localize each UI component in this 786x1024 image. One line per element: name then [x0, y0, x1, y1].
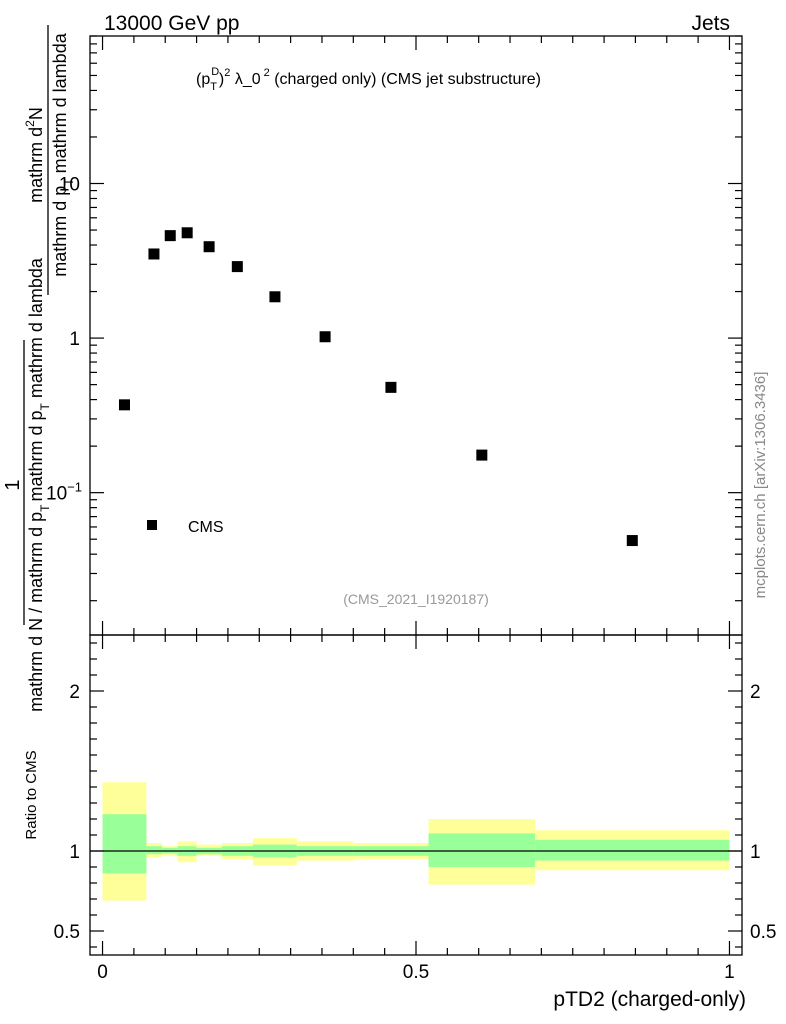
- y-label-inner-denominator: mathrm d pT mathrm d lambda: [50, 32, 76, 276]
- legend-marker: [147, 520, 157, 530]
- data-point: [181, 227, 193, 239]
- y-label-one: 1: [2, 479, 24, 490]
- legend-label: CMS: [188, 519, 224, 536]
- ratio-band-inner: [428, 833, 536, 867]
- x-axis-label: pTD2 (charged-only): [553, 988, 746, 1011]
- header-process-label: Jets: [691, 12, 730, 35]
- data-point: [164, 230, 176, 242]
- main-y-tick-label: 1: [69, 329, 80, 350]
- main-data-points: [118, 227, 638, 547]
- analysis-id: (CMS_2021_I1920187): [343, 591, 489, 607]
- data-point: [385, 381, 397, 393]
- data-point: [203, 241, 215, 253]
- ratio-y-tick-label-left: 0.5: [54, 922, 80, 943]
- data-point: [319, 331, 331, 343]
- legend: CMS: [147, 519, 224, 536]
- ratio-y-tick-label-left: 1: [69, 842, 80, 863]
- main-y-tick-label: 10: [59, 175, 80, 196]
- data-point: [626, 535, 638, 547]
- ratio-y-tick-label-right: 0.5: [750, 922, 776, 943]
- ratio-tick-labels: 0.5 0.5 1 1 2 2 0 0.5 1: [54, 682, 777, 983]
- x-tick-label: 0.5: [403, 962, 429, 983]
- ratio-y-tick-label-right: 2: [750, 682, 761, 703]
- x-tick-label: 1: [724, 962, 735, 983]
- plot-title: (pD T)2 λ_0 2 (charged only) (CMS jet subs…: [196, 66, 541, 93]
- ratio-band-inner: [535, 839, 730, 861]
- main-y-axis-label: mathrm d2N mathrm d pT mathrm d lambda 1…: [2, 25, 76, 712]
- ratio-band-inner: [102, 814, 147, 874]
- y-label-outer-denominator: mathrm d N / mathrm d pTmathrm d pT math…: [26, 257, 52, 712]
- watermark: mcplots.cern.ch [arXiv:1306.3436]: [752, 372, 769, 599]
- ratio-y-tick-label-right: 1: [750, 842, 761, 863]
- ratio-bands: [102, 782, 730, 901]
- data-point: [476, 449, 488, 461]
- main-y-tick-labels: 10 1 10−1: [46, 175, 82, 505]
- ratio-y-tick-label-left: 2: [69, 682, 80, 703]
- data-point: [148, 248, 160, 260]
- x-tick-label: 0: [97, 962, 108, 983]
- ratio-y-axis-label: Ratio to CMS: [23, 750, 40, 839]
- data-point: [269, 291, 281, 303]
- ratio-plot-frame: [89, 634, 743, 956]
- main-plot-frame: [89, 35, 743, 636]
- ratio-axis-ticks: [90, 635, 742, 955]
- main-y-tick-label: 10−1: [46, 480, 82, 505]
- data-point: [118, 399, 130, 411]
- ratio-band-inner: [146, 846, 163, 855]
- y-label-numerator: mathrm d2N: [23, 107, 46, 203]
- header-energy-label: 13000 GeV pp: [104, 12, 239, 35]
- data-point: [231, 261, 243, 273]
- main-axis-ticks: [90, 35, 742, 635]
